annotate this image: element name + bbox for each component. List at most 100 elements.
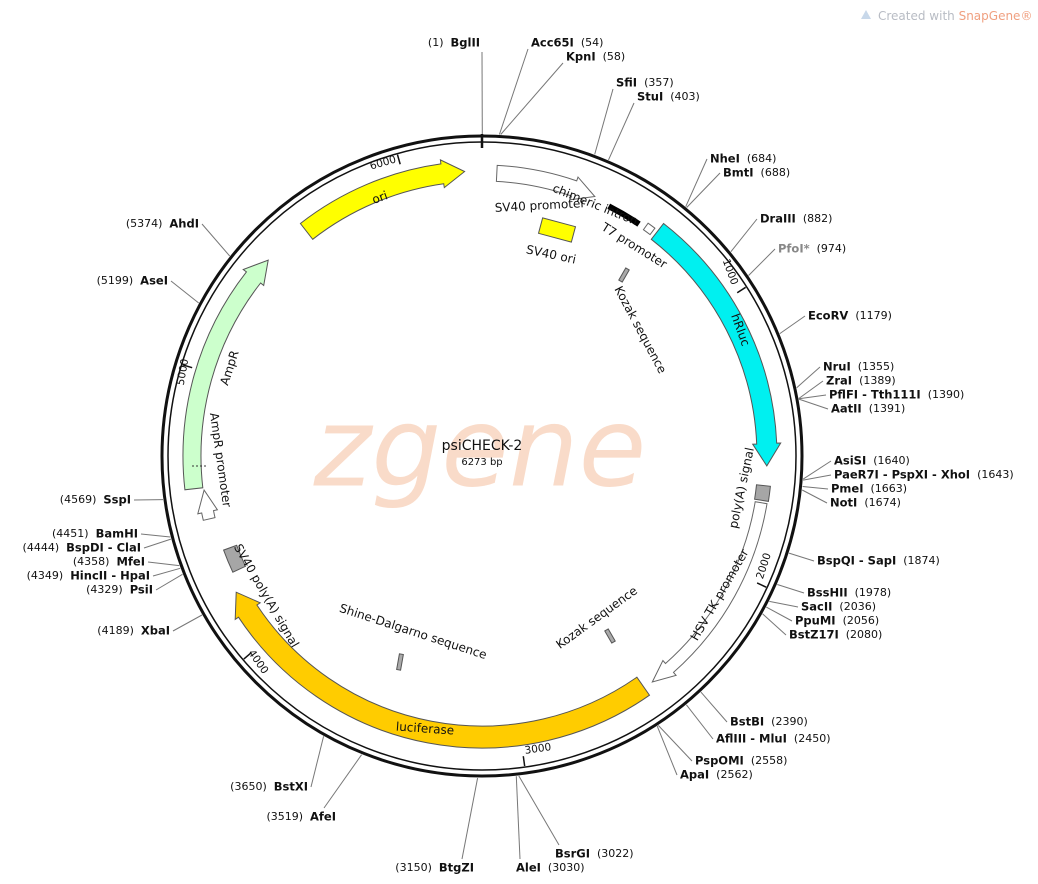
site-leader xyxy=(762,613,787,636)
site-name: AatII xyxy=(831,402,862,416)
site-leader xyxy=(798,380,824,399)
site-name: AfeI xyxy=(310,810,336,824)
feature-luciferase xyxy=(234,591,651,749)
bp-tick xyxy=(736,286,747,294)
site-position: (3030) xyxy=(548,861,585,874)
site-leader xyxy=(170,280,200,304)
snapgene-icon xyxy=(861,10,871,19)
site-name: PmeI xyxy=(831,482,864,496)
feature-label: SV40 ori xyxy=(525,242,577,266)
site-leader xyxy=(518,775,560,846)
site-position: (1391) xyxy=(869,402,906,415)
site-leader xyxy=(686,704,714,740)
site-leader xyxy=(152,567,181,577)
site-name: PfoI* xyxy=(778,242,810,256)
site-name: ApaI xyxy=(680,768,709,782)
site-name: BstZ17I xyxy=(789,628,839,642)
site-position: (3519) xyxy=(266,810,303,823)
site-leader xyxy=(500,62,564,135)
site-name: BstXI xyxy=(274,780,308,794)
site-position: (3022) xyxy=(597,847,634,860)
bp-tick xyxy=(243,651,252,660)
site-leader xyxy=(766,606,793,622)
feature-label: Kozak sequence xyxy=(553,583,640,651)
site-position: (684) xyxy=(747,152,777,165)
site-leader xyxy=(323,754,363,809)
site-position: (1355) xyxy=(858,360,895,373)
site-name: DraIII xyxy=(760,212,796,226)
feature-label: Shine-Dalgarno sequence xyxy=(338,601,489,662)
site-leader xyxy=(201,223,231,257)
site-name: BstBI xyxy=(730,715,764,729)
site-leader xyxy=(608,102,635,161)
site-leader xyxy=(700,691,728,723)
site-position: (1978) xyxy=(855,586,892,599)
bp-tick xyxy=(182,364,193,369)
site-leader xyxy=(656,725,678,776)
site-position: (3150) xyxy=(395,861,432,874)
site-name: ZraI xyxy=(826,374,852,388)
site-leader xyxy=(310,736,325,788)
site-name: BglII xyxy=(451,36,481,50)
site-name: BamHI xyxy=(96,527,138,541)
site-leader xyxy=(769,600,799,608)
site-name: AsiSI xyxy=(834,454,866,468)
site-leader xyxy=(796,366,821,389)
site-position: (2390) xyxy=(771,715,808,728)
site-name: BmtI xyxy=(723,166,754,180)
site-name: AflIII - MluI xyxy=(716,732,787,746)
site-position: (688) xyxy=(761,166,791,179)
site-position: (1390) xyxy=(928,388,965,401)
feature-polya-signal xyxy=(754,484,771,502)
site-name: EcoRV xyxy=(808,309,848,323)
feature-sv40-promoter xyxy=(495,164,596,201)
site-position: (4569) xyxy=(60,493,97,506)
site-position: (1674) xyxy=(864,496,901,509)
site-leader xyxy=(515,776,521,860)
site-position: (1643) xyxy=(977,468,1014,481)
feature-shine-dalgarno xyxy=(396,653,404,671)
site-leader xyxy=(802,460,832,480)
bp-tick-label: 2000 xyxy=(754,551,774,580)
site-position: (2056) xyxy=(843,614,880,627)
site-leader xyxy=(685,158,708,207)
feature-label: AmpR promoter xyxy=(207,412,234,508)
site-name: PpuMI xyxy=(795,614,836,628)
site-position: (58) xyxy=(603,50,626,63)
site-position: (5374) xyxy=(126,217,163,230)
site-name: AhdI xyxy=(169,217,199,231)
site-position: (4349) xyxy=(27,569,64,582)
feature-hrluc xyxy=(650,222,782,467)
site-position: (357) xyxy=(644,76,674,89)
plasmid-length: 6273 bp xyxy=(461,457,502,468)
site-position: (2080) xyxy=(846,628,883,641)
site-position: (2450) xyxy=(794,732,831,745)
site-name: PflFI - Tth111I xyxy=(829,388,921,402)
watermark-brand: SnapGene® xyxy=(959,9,1033,23)
site-leader xyxy=(143,538,172,549)
site-position: (4329) xyxy=(86,583,123,596)
feature-chimeric-intron xyxy=(607,203,641,227)
site-position: (882) xyxy=(803,212,833,225)
site-position: (5199) xyxy=(97,274,134,287)
site-leader xyxy=(777,584,805,594)
watermark: Created with SnapGene® xyxy=(878,9,1032,23)
site-leader xyxy=(798,398,829,410)
site-leader xyxy=(498,48,529,135)
site-name: BtgZI xyxy=(439,861,474,875)
site-position: (1) xyxy=(428,36,444,49)
site-leader xyxy=(147,561,180,567)
site-position: (4451) xyxy=(52,527,89,540)
bp-tick xyxy=(522,756,526,767)
feature-label: luciferase xyxy=(395,719,454,737)
site-position: (2036) xyxy=(839,600,876,613)
site-position: (1874) xyxy=(903,554,940,567)
plasmid-name: psiCHECK-2 xyxy=(442,438,523,454)
site-leader xyxy=(686,172,721,208)
feature-label: ori xyxy=(370,188,389,206)
feature-hsv-tk-promoter xyxy=(651,501,768,683)
site-leader xyxy=(657,725,693,762)
site-name: NruI xyxy=(823,360,851,374)
site-name: BsrGI xyxy=(555,847,590,861)
